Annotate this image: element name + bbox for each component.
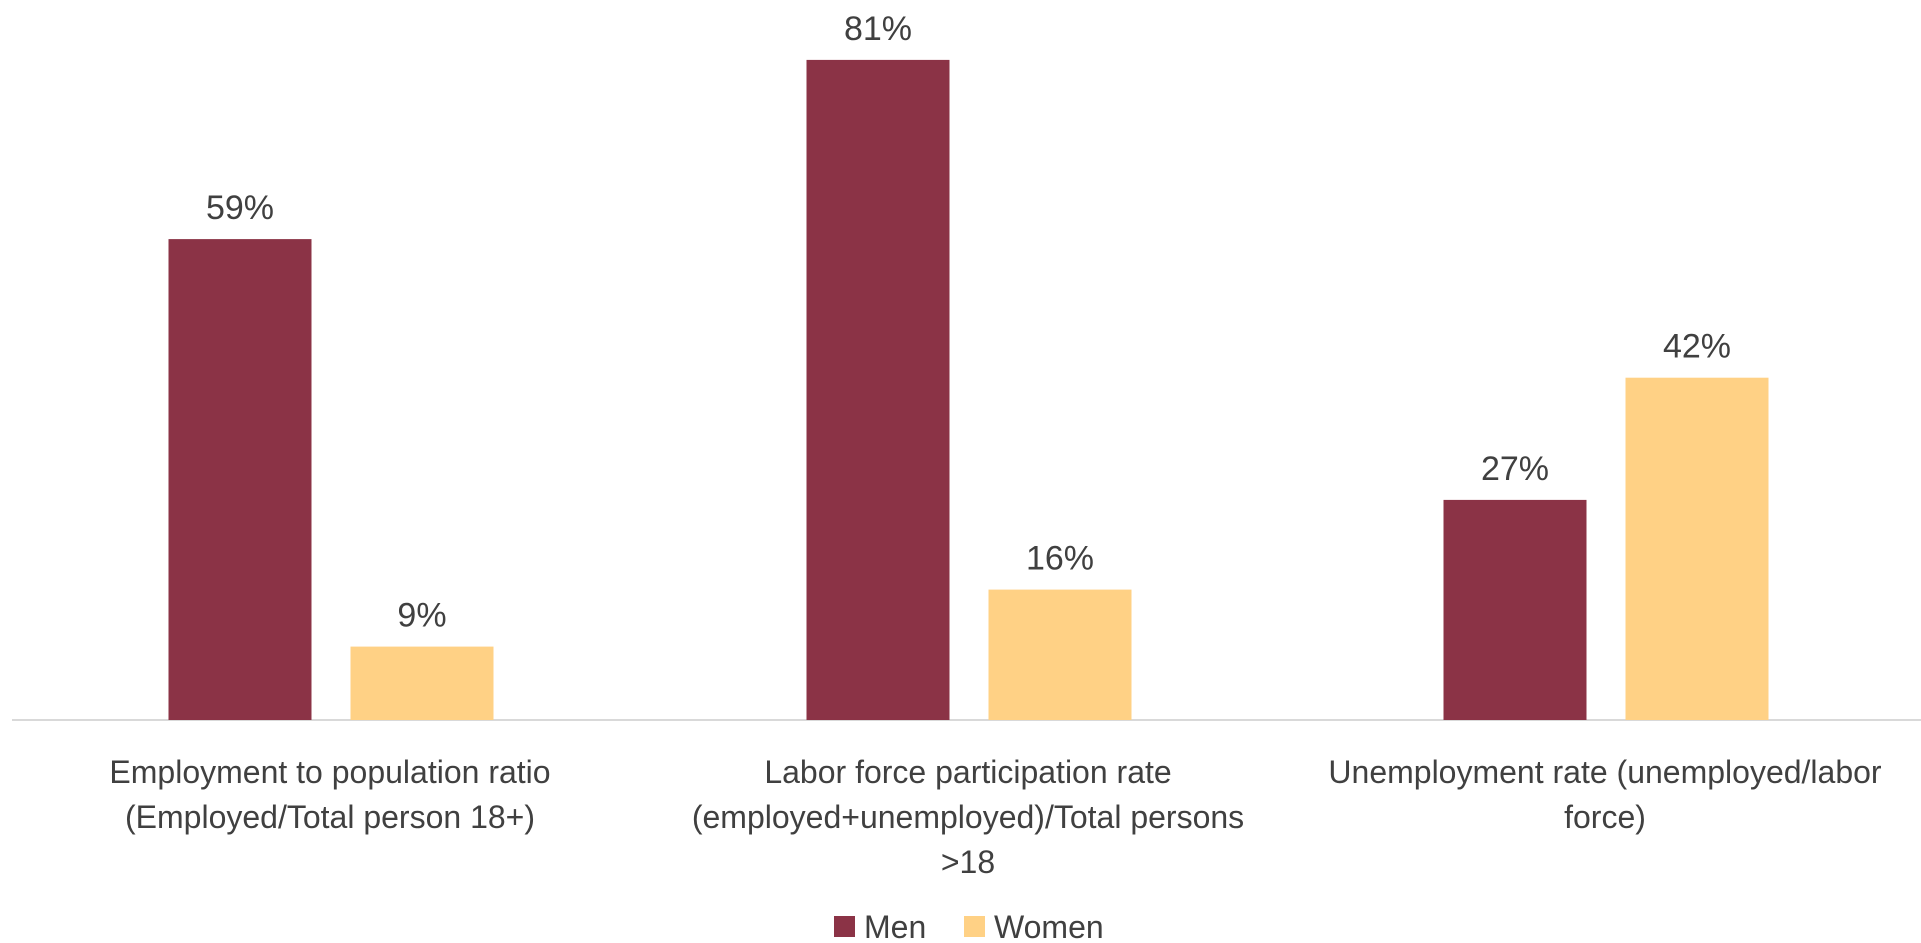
bars	[168, 59, 1769, 720]
category-label-1-line-0: Labor force participation rate	[764, 754, 1171, 790]
category-label-0-line-1: (Employed/Total person 18+)	[125, 799, 535, 835]
category-label-0-line-0: Employment to population ratio	[109, 754, 550, 790]
legend-label-men: Men	[864, 909, 926, 943]
data-label-women-2: 42%	[1663, 328, 1731, 366]
data-label-women-0: 9%	[397, 597, 446, 635]
bar-men-2	[1443, 499, 1587, 720]
legend: Men Women	[834, 909, 1104, 943]
category-label-2-line-0: Unemployment rate (unemployed/labor	[1328, 754, 1882, 790]
data-label-men-2: 27%	[1481, 450, 1549, 488]
data-label-women-1: 16%	[1026, 540, 1094, 578]
category-tick-labels: Employment to population ratio (Employed/…	[109, 754, 1882, 880]
bar-women-2	[1625, 377, 1769, 720]
bar-women-1	[988, 589, 1132, 720]
bar-women-0	[350, 646, 494, 720]
data-labels: 59% 81% 27% 9% 16% 42%	[206, 10, 1731, 635]
data-label-men-0: 59%	[206, 189, 274, 227]
legend-swatch-men	[834, 916, 855, 937]
bar-men-0	[168, 239, 312, 720]
legend-swatch-women	[964, 916, 985, 937]
bar-men-1	[806, 59, 950, 720]
category-label-1-line-1: (employed+unemployed)/Total persons	[692, 799, 1244, 835]
category-label-1-line-2: >18	[941, 844, 995, 880]
data-label-men-1: 81%	[844, 10, 912, 48]
legend-label-women: Women	[994, 909, 1104, 943]
category-label-2-line-1: force)	[1564, 799, 1646, 835]
